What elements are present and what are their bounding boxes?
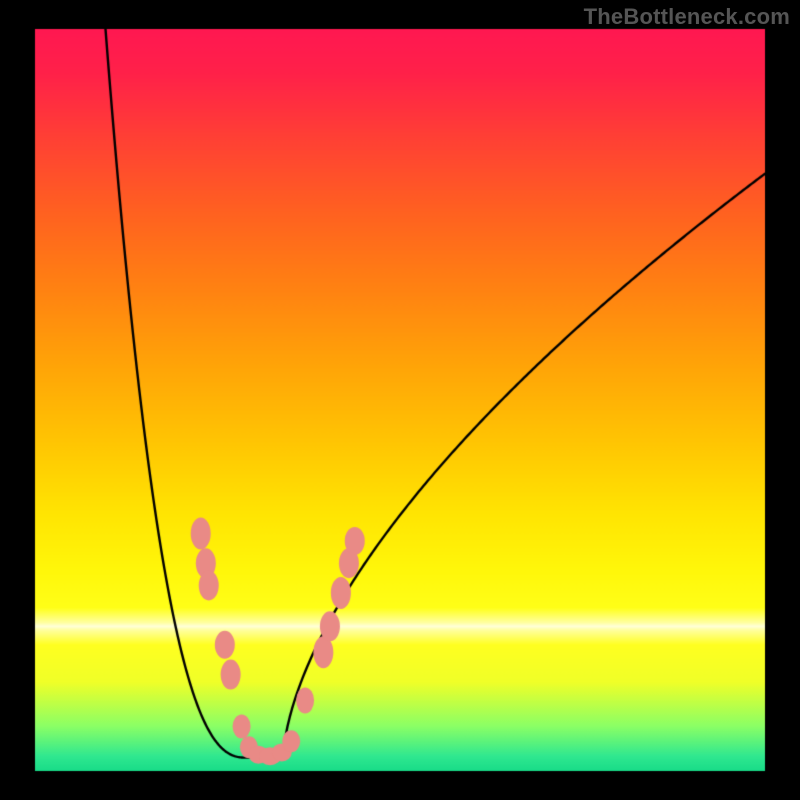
- watermark-text: TheBottleneck.com: [584, 4, 790, 30]
- bottleneck-curve-chart: [0, 0, 800, 800]
- chart-stage: TheBottleneck.com: [0, 0, 800, 800]
